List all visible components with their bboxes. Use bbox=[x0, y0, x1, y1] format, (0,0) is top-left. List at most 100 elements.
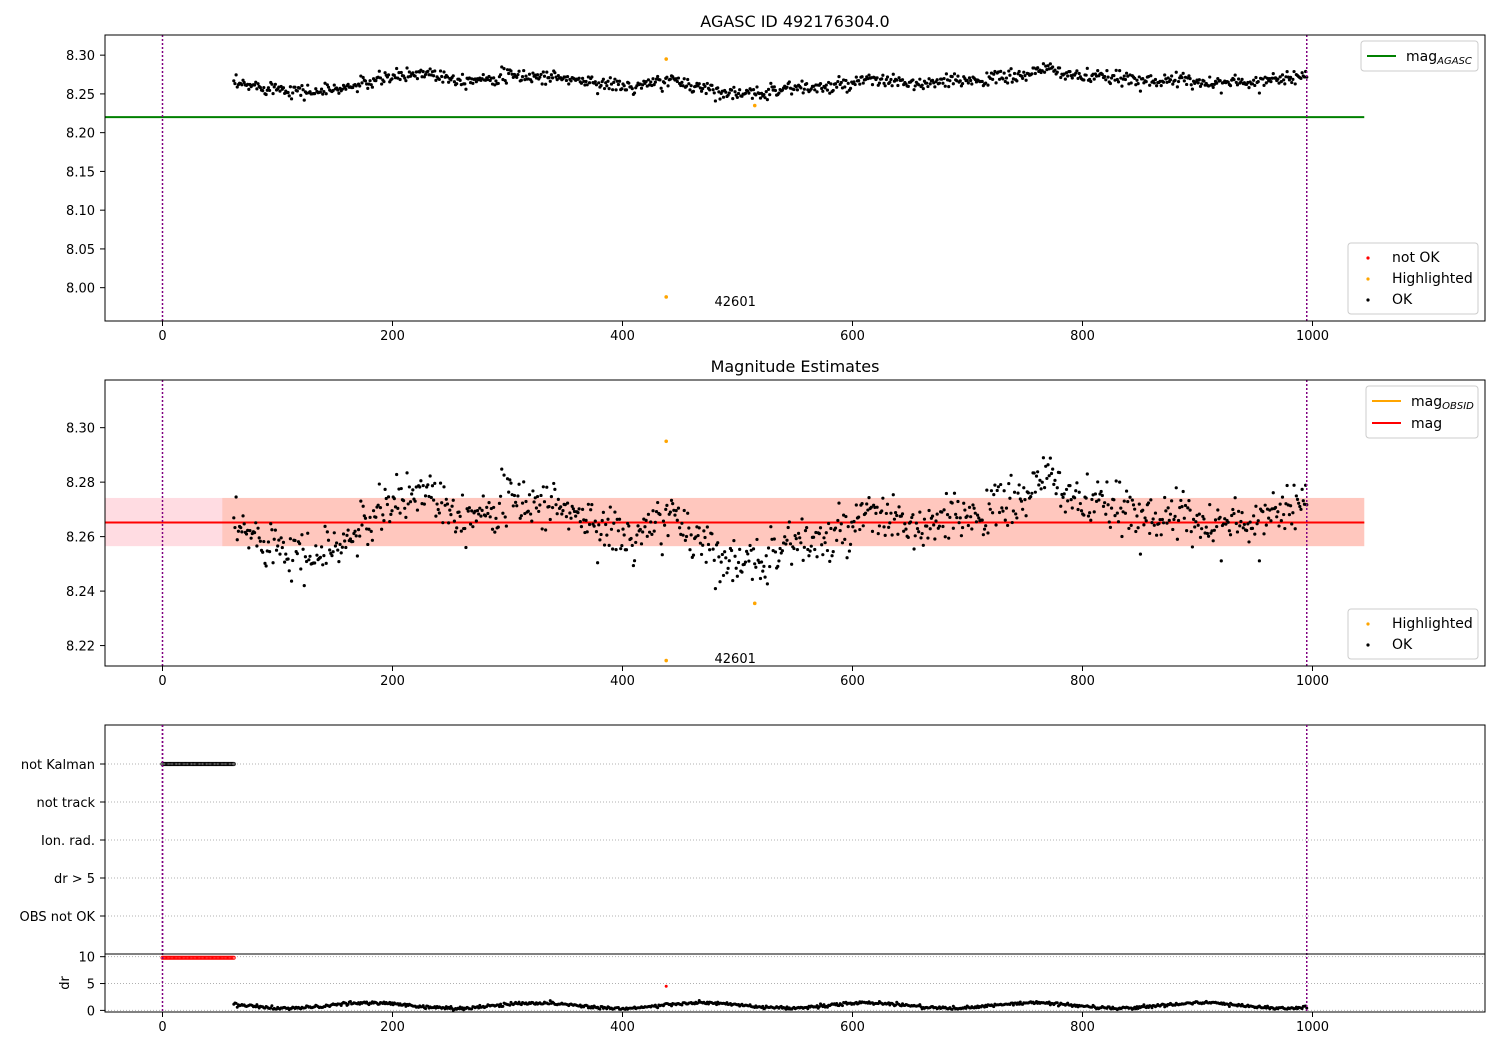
dr-axis-label: dr bbox=[58, 976, 73, 990]
ok-point bbox=[597, 523, 601, 527]
ok-point bbox=[502, 67, 506, 71]
ok-point bbox=[718, 97, 722, 101]
ok-point bbox=[1295, 497, 1300, 501]
ok-point bbox=[686, 77, 690, 82]
ok-point bbox=[902, 529, 906, 533]
ok-point bbox=[831, 550, 835, 554]
ok-point bbox=[784, 542, 788, 546]
ok-point bbox=[326, 538, 331, 542]
ok-point bbox=[1230, 513, 1234, 518]
ok-point bbox=[1049, 471, 1054, 476]
ok-point bbox=[1157, 522, 1161, 526]
ok-point bbox=[488, 515, 492, 519]
ok-point bbox=[1191, 517, 1196, 521]
ok-point bbox=[1254, 75, 1258, 80]
ok-point bbox=[757, 91, 761, 96]
ok-point bbox=[712, 558, 716, 563]
ok-point bbox=[1202, 517, 1206, 521]
ok-point bbox=[393, 505, 398, 509]
ok-point bbox=[236, 529, 241, 533]
ok-point bbox=[1159, 533, 1163, 537]
ok-point bbox=[1219, 559, 1223, 563]
ok-point bbox=[1085, 472, 1089, 476]
ok-point bbox=[727, 559, 731, 563]
ok-point bbox=[336, 548, 340, 552]
ok-point bbox=[1073, 496, 1077, 500]
ok-point bbox=[1016, 491, 1020, 495]
ok-point bbox=[1152, 523, 1156, 527]
ok-point bbox=[569, 79, 573, 83]
ok-point bbox=[798, 536, 802, 540]
ok-point bbox=[796, 531, 801, 535]
ok-point bbox=[1024, 78, 1028, 82]
ok-point bbox=[973, 511, 977, 515]
ok-point bbox=[1302, 75, 1307, 79]
ok-point bbox=[801, 558, 805, 562]
ok-point bbox=[1190, 545, 1195, 549]
ok-point bbox=[1186, 506, 1190, 510]
ok-point bbox=[773, 550, 778, 554]
ok-point bbox=[765, 582, 769, 586]
ok-point bbox=[647, 530, 652, 534]
ok-point bbox=[367, 527, 371, 531]
ok-point bbox=[665, 75, 669, 79]
ok-point bbox=[684, 84, 689, 88]
ok-point bbox=[438, 481, 443, 485]
ok-point bbox=[992, 72, 996, 76]
ok-point bbox=[658, 78, 662, 82]
ok-point bbox=[1115, 511, 1119, 515]
ok-point bbox=[1057, 66, 1062, 70]
ok-point bbox=[455, 526, 459, 530]
ok-point bbox=[1158, 518, 1162, 522]
ok-point bbox=[580, 507, 585, 511]
dr-x-tick-label: 200 bbox=[380, 1020, 405, 1035]
ok-point bbox=[356, 528, 361, 532]
ok-point bbox=[641, 83, 645, 87]
ok-point bbox=[413, 74, 417, 78]
ok-point bbox=[699, 89, 704, 93]
ok-point bbox=[532, 500, 536, 504]
ok-point bbox=[390, 77, 394, 81]
ok-point bbox=[770, 537, 774, 541]
ok-point bbox=[353, 529, 357, 533]
ok-point bbox=[822, 536, 826, 540]
ok-point bbox=[662, 523, 667, 527]
ok-point bbox=[520, 75, 525, 79]
ok-point bbox=[314, 544, 318, 548]
ok-point bbox=[1023, 74, 1027, 78]
ok-point bbox=[578, 519, 582, 524]
ok-point bbox=[696, 533, 700, 538]
flag-row-label: not track bbox=[36, 796, 95, 811]
ok-point bbox=[280, 545, 284, 550]
ok-point bbox=[869, 505, 873, 509]
ok-point bbox=[1285, 483, 1289, 488]
ok-point bbox=[514, 500, 518, 504]
ok-point bbox=[1046, 64, 1050, 68]
highlighted-point bbox=[664, 295, 668, 299]
ok-point bbox=[607, 543, 611, 547]
ok-point bbox=[865, 502, 869, 506]
ok-point bbox=[1283, 526, 1287, 531]
ok-point bbox=[1120, 534, 1124, 539]
ok-point bbox=[697, 526, 701, 530]
ok-point bbox=[882, 81, 886, 85]
ok-point bbox=[825, 88, 830, 92]
legend-line-subscript: AGASC bbox=[1436, 56, 1472, 67]
ok-point bbox=[935, 512, 939, 516]
ok-point bbox=[1163, 495, 1167, 500]
ok-point bbox=[1193, 525, 1197, 529]
agasc-panel-frame bbox=[104, 34, 1486, 322]
ok-point bbox=[888, 521, 892, 525]
ok-point bbox=[289, 97, 294, 101]
ok-point bbox=[1105, 68, 1109, 73]
ok-point bbox=[1004, 506, 1009, 510]
magnitude-x-tick-label: 1000 bbox=[1296, 674, 1329, 689]
ok-point bbox=[930, 78, 935, 82]
ok-point bbox=[889, 511, 893, 515]
ok-point bbox=[1182, 516, 1186, 520]
ok-point bbox=[334, 541, 339, 545]
ok-point bbox=[403, 506, 407, 510]
ok-point bbox=[609, 527, 614, 531]
ok-point bbox=[768, 93, 772, 97]
